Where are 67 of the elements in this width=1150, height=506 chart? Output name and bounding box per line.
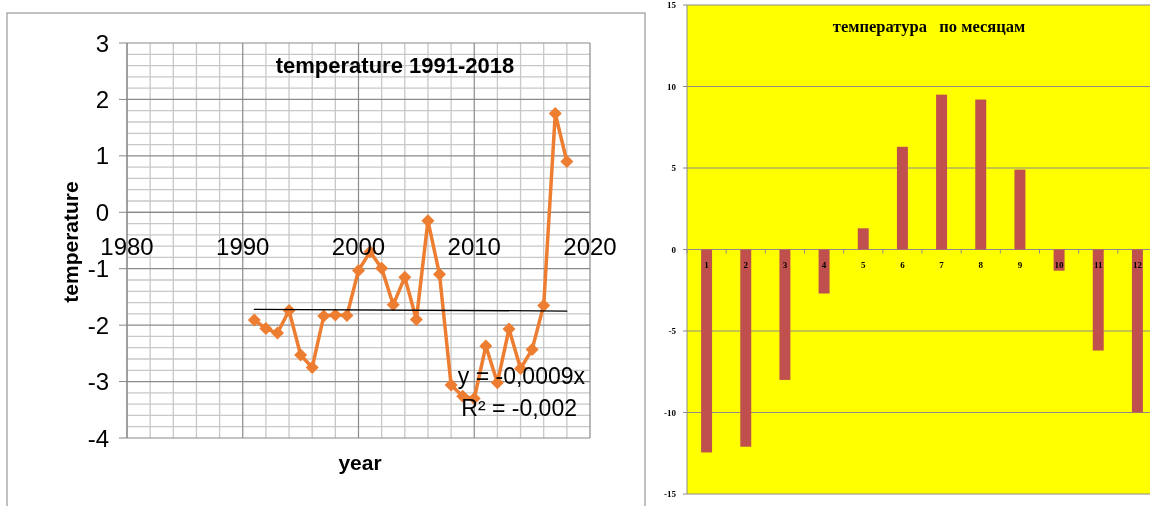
bar: [857, 228, 869, 250]
point: [502, 322, 516, 336]
annotation: R² = -0,002: [461, 395, 577, 421]
y-tick-label: 0: [671, 244, 677, 255]
y-tick-label: -15: [664, 489, 677, 499]
bar: [740, 249, 752, 447]
bar: [936, 94, 948, 250]
y-tick-label: 3: [95, 29, 109, 57]
point: [421, 214, 435, 228]
y-tick-label: -3: [87, 368, 109, 396]
y-axis-title: temperature: [58, 181, 82, 303]
y-tick-label: 5: [671, 163, 677, 173]
x-axis-title: year: [338, 451, 382, 474]
x-tick-label: 8: [978, 259, 984, 270]
point: [444, 378, 458, 392]
point: [525, 342, 539, 356]
x-tick-label: 2020: [563, 233, 617, 261]
point: [247, 313, 261, 327]
x-tick-label: 1: [704, 259, 710, 270]
point: [548, 107, 562, 121]
point: [270, 326, 284, 340]
x-tick-label: 1990: [216, 233, 270, 261]
x-tick-label: 4: [821, 259, 827, 270]
y-tick-label: 2: [95, 85, 109, 113]
point: [386, 298, 400, 312]
x-tick-label: 2: [743, 259, 749, 270]
y-tick-label: 15: [667, 0, 677, 10]
x-tick-label: 2010: [447, 233, 501, 261]
y-tick-label: -2: [87, 311, 109, 339]
y-tick-label: 0: [95, 198, 109, 226]
bar: [818, 249, 830, 294]
point: [409, 313, 423, 326]
point: [537, 298, 551, 312]
x-tick-label: 10: [1054, 259, 1065, 270]
point: [259, 322, 273, 336]
bar: [975, 99, 987, 250]
x-tick-label: 12: [1132, 259, 1143, 270]
y-tick-label: -5: [668, 326, 677, 336]
x-tick-label: 6: [900, 259, 906, 270]
text: температура по месяцам: [832, 17, 1026, 36]
y-tick-label: 10: [667, 81, 677, 92]
point: [340, 309, 354, 323]
point: [433, 267, 447, 281]
x-tick-label: 2000: [331, 233, 386, 261]
point: [560, 155, 574, 168]
point: [398, 270, 412, 284]
bar: [779, 249, 791, 380]
y-tick-label: -10: [664, 407, 677, 418]
point: [375, 261, 389, 275]
bar: [896, 146, 908, 250]
point: [294, 348, 308, 362]
point: [305, 360, 319, 374]
bar: [701, 249, 713, 453]
bar: [1014, 169, 1026, 250]
text: temperature 1991-2018: [275, 53, 515, 78]
x-tick-label: 5: [861, 259, 866, 270]
point: [352, 263, 365, 277]
x-tick-label: 11: [1093, 259, 1103, 270]
bar: [1092, 249, 1104, 351]
point: [328, 308, 342, 322]
bar: [1131, 249, 1143, 413]
y-tick-label: -4: [87, 424, 109, 452]
y-tick-label: 1: [95, 142, 109, 170]
point: [317, 309, 331, 323]
x-tick-label: 9: [1017, 259, 1023, 270]
x-tick-label: 3: [782, 259, 788, 270]
x-tick-label: 7: [939, 259, 945, 270]
